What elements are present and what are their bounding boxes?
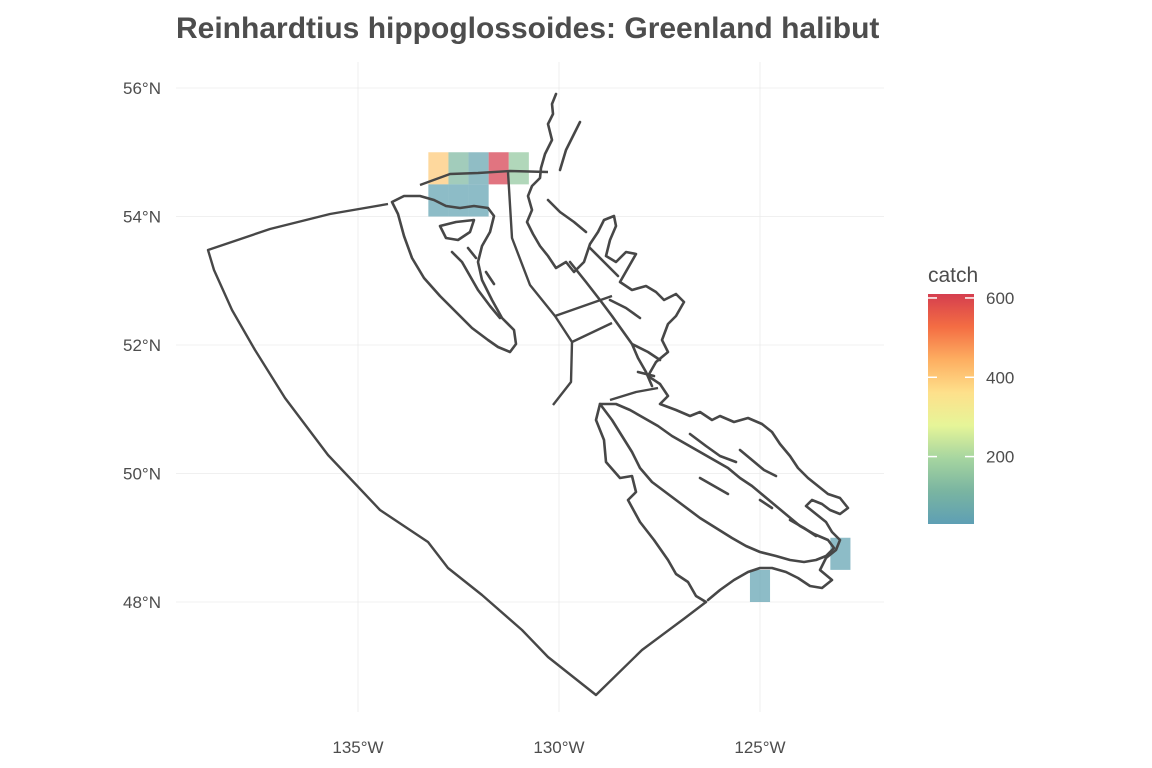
catch-cell (448, 184, 469, 217)
coastline-map (206, 92, 850, 697)
haida-gwaii-coast (390, 194, 518, 354)
x-tick-label: 130°W (533, 738, 584, 757)
catch-cell (468, 184, 489, 217)
legend-tick-label: 600 (986, 289, 1014, 308)
haida-gwaii-fringe (450, 246, 502, 320)
axis-labels: 135°W 130°W 125°W 56°N 54°N 52°N 50°N 48°N (123, 79, 786, 757)
x-tick-label: 135°W (332, 738, 383, 757)
catch-cells (428, 152, 851, 602)
y-tick-label: 56°N (123, 79, 161, 98)
catch-cell (468, 152, 489, 185)
mid-boundary-b (571, 321, 613, 344)
catch-cell (508, 152, 529, 185)
hecate-boundary (506, 171, 574, 406)
y-tick-label: 54°N (123, 208, 161, 227)
north-boundary (419, 169, 549, 187)
legend-colorbar (928, 294, 974, 524)
offshore-boundary (206, 202, 707, 697)
y-tick-label: 48°N (123, 593, 161, 612)
y-tick-label: 50°N (123, 465, 161, 484)
vancouver-island-coast (598, 402, 836, 564)
vi-boundary (609, 386, 659, 402)
catch-cell (830, 537, 851, 570)
catch-cell (749, 569, 771, 602)
vancouver-island-west (594, 402, 708, 604)
legend-tick-label: 200 (986, 448, 1014, 467)
grid-lines (176, 62, 884, 712)
chart-title: Reinhardtius hippoglossoides: Greenland … (176, 12, 879, 45)
mainland-coast (525, 92, 850, 602)
legend-title: catch (928, 264, 978, 287)
catch-cell (448, 152, 469, 185)
strait-islands (688, 432, 818, 538)
legend: catch 600 400 200 (928, 264, 1014, 524)
central-coast-fjords (546, 120, 662, 388)
catch-cell (488, 152, 509, 185)
mid-boundary-a (554, 294, 613, 318)
catch-cell (428, 184, 449, 217)
y-tick-label: 52°N (123, 336, 161, 355)
legend-tick-label: 400 (986, 368, 1014, 387)
x-tick-label: 125°W (734, 738, 785, 757)
graham-island-inlet (438, 218, 476, 242)
